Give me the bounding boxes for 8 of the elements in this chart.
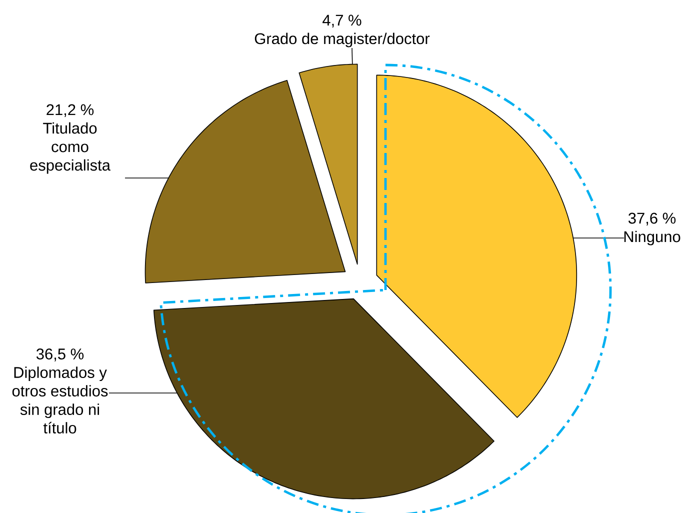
legend-label: Diplomados y otros estudios sin grado ni título [12,366,108,434]
data-label: 4,7 % [322,14,362,28]
slice-label: Titulado como especialista [30,122,110,174]
data-label: 21,2 % [46,104,94,118]
slice-label: Grado de magister/doctor [254,32,430,48]
slice-label: Ninguno [624,230,680,246]
data-label: 36,5 % [36,348,84,362]
data-label: 37,6 % [628,212,676,226]
